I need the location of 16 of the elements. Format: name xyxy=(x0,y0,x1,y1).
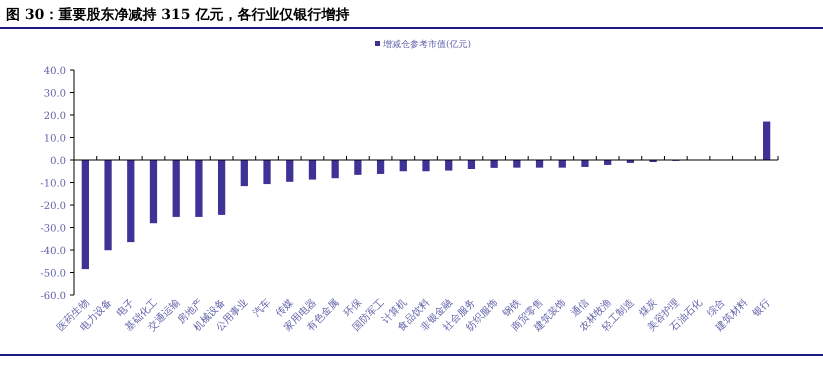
y-tick-label: -20.0 xyxy=(40,201,66,212)
chart-title: 图 30：重要股东净减持 315 亿元，各行业仅银行增持 xyxy=(6,6,350,23)
y-tick-label: -40.0 xyxy=(40,246,66,257)
y-tick-label: -30.0 xyxy=(40,224,66,234)
x-tick-label: 汽车 xyxy=(250,296,274,320)
y-tick-label: -50.0 xyxy=(40,268,66,280)
y-tick-label: 20.0 xyxy=(44,111,66,122)
y-tick-label: 40.0 xyxy=(44,66,66,77)
y-tick-label: -60.0 xyxy=(40,291,66,302)
x-tick-label: 银行 xyxy=(750,297,773,320)
y-tick-label: 10.0 xyxy=(44,134,66,144)
y-tick-label: 30.0 xyxy=(44,88,66,100)
legend: 增减仓参考市值(亿元) xyxy=(375,40,472,50)
y-tick-label: -10.0 xyxy=(40,178,66,190)
y-tick-label: 0.0 xyxy=(50,156,66,167)
legend-label: 增减仓参考市值(亿元) xyxy=(382,39,472,50)
